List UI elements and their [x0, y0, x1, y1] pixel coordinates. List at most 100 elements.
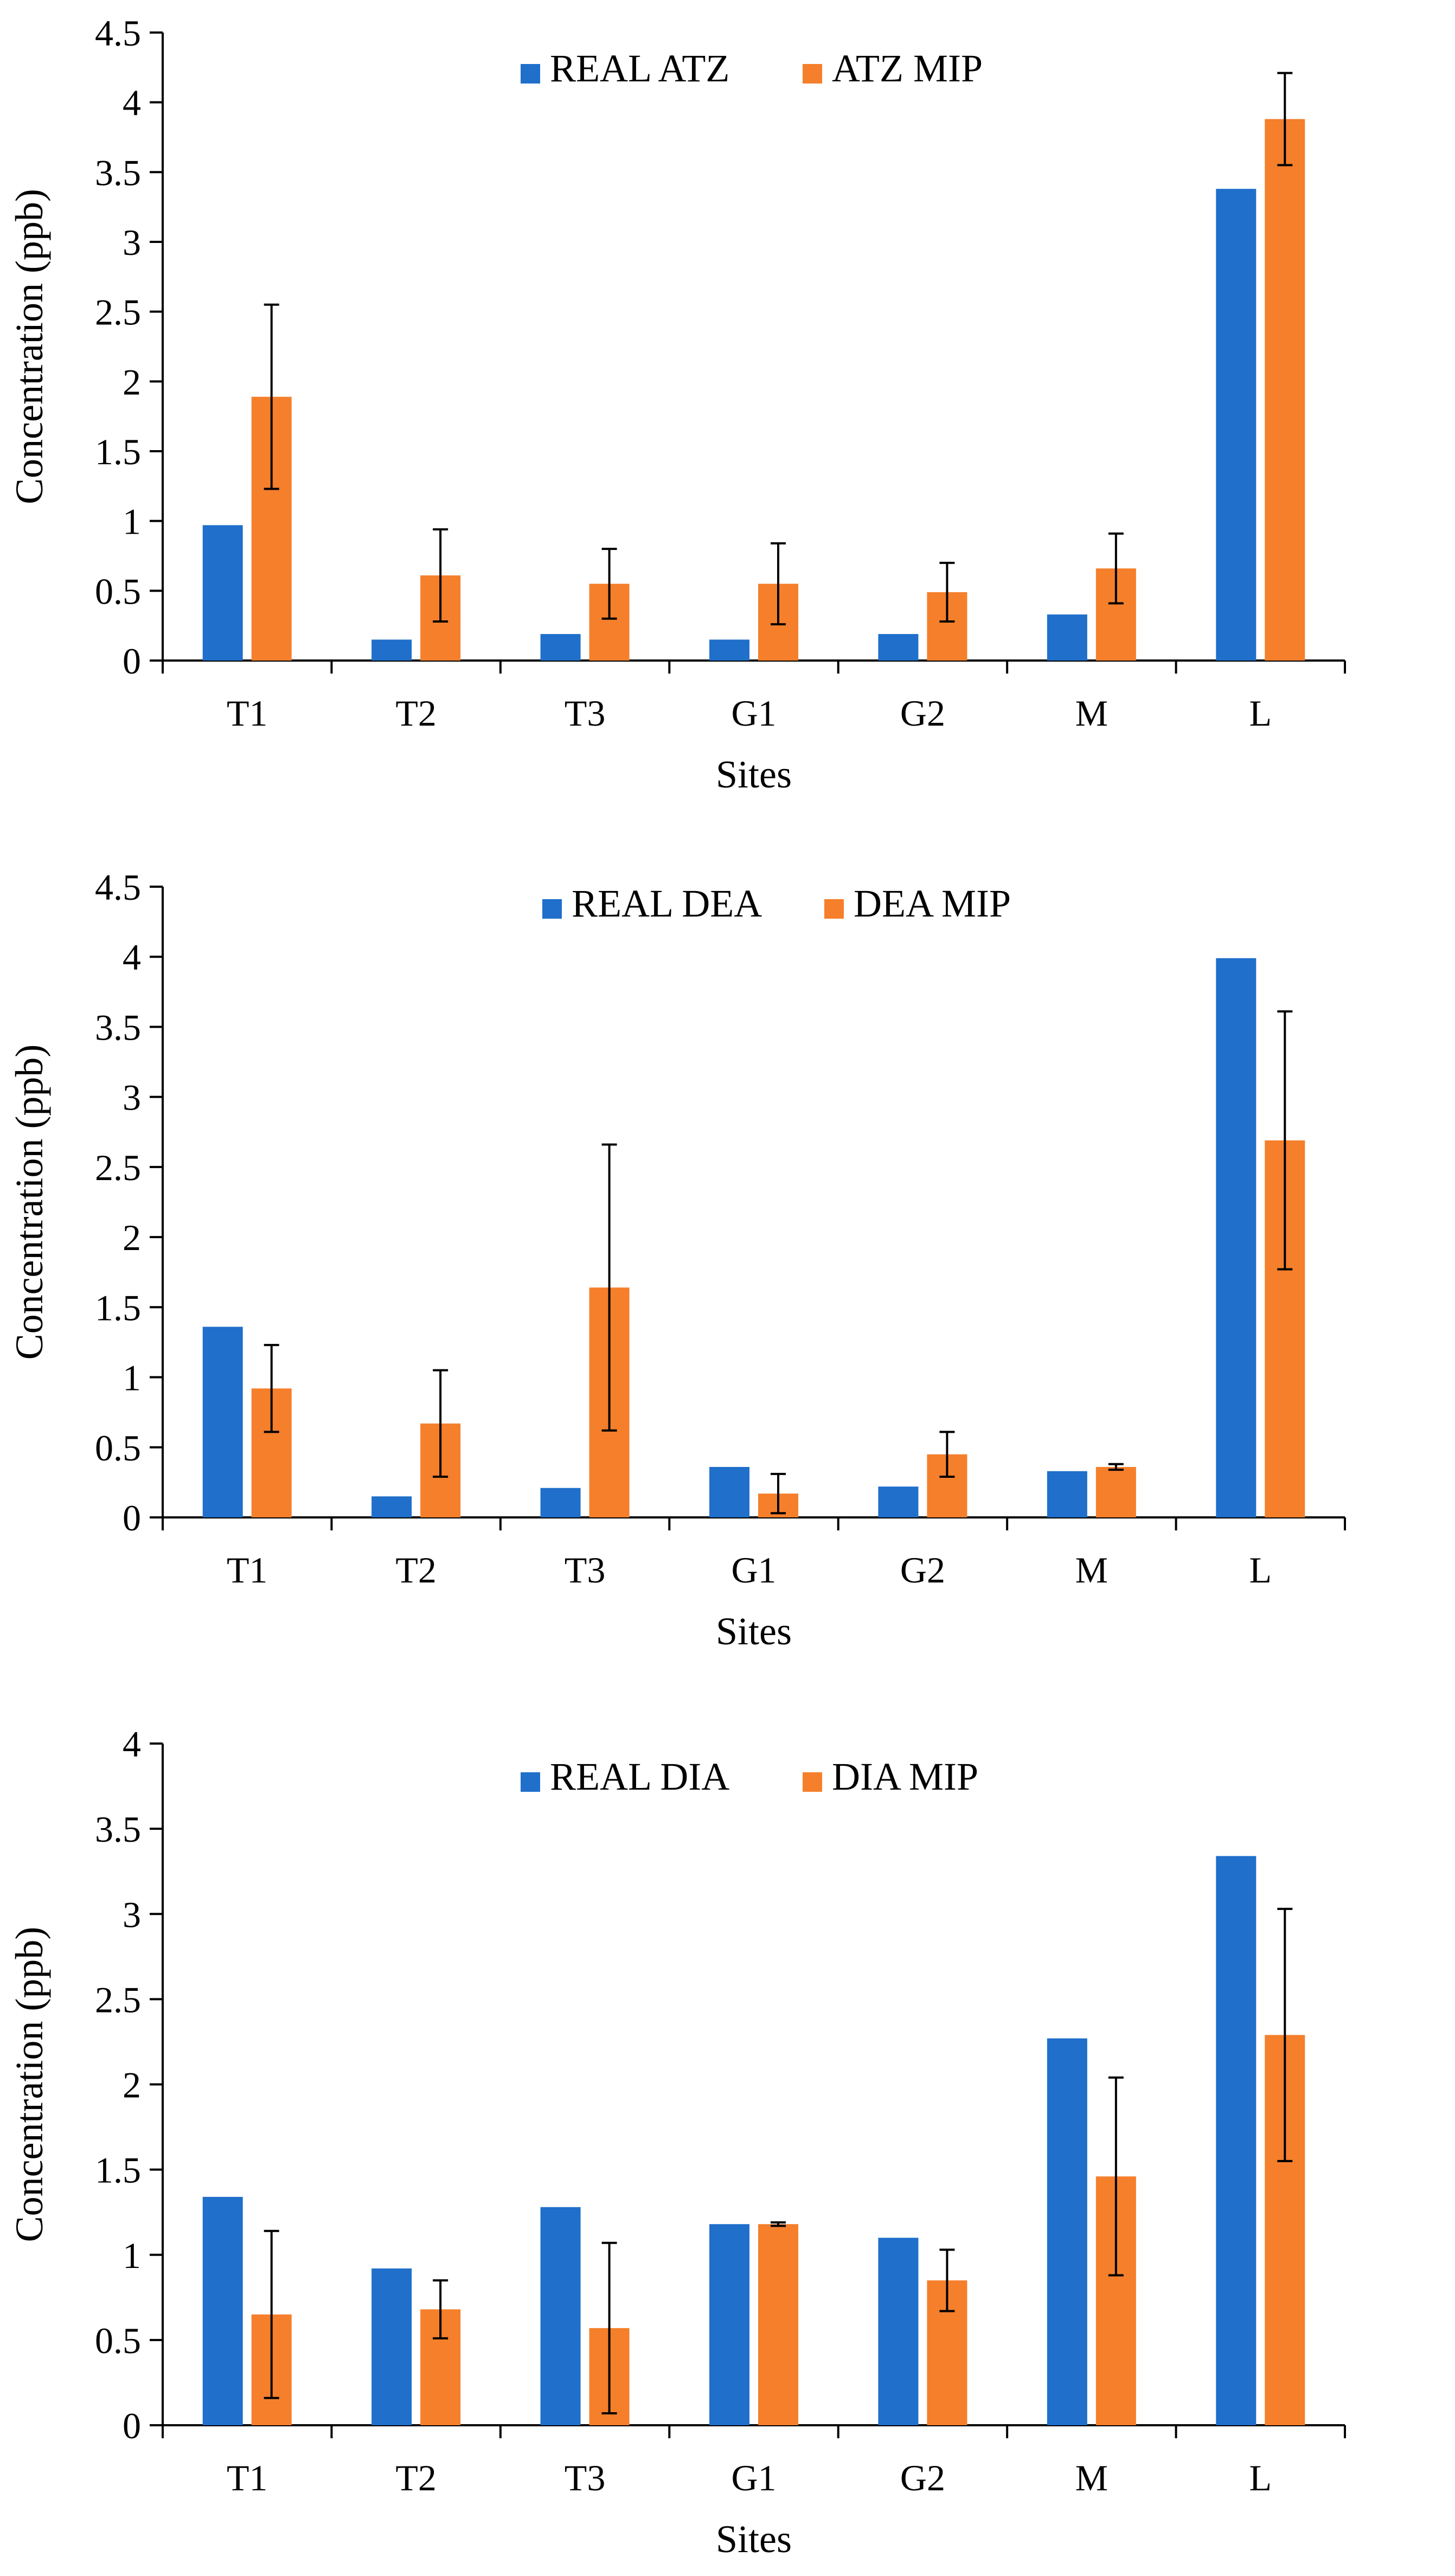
- error-bar: [1277, 72, 1293, 166]
- error-bar: [601, 2241, 617, 2415]
- bar-real-dia-t1[interactable]: [202, 2196, 243, 2425]
- x-tick-label: L: [1249, 693, 1272, 734]
- bar-real-dia-t3[interactable]: [540, 2207, 581, 2425]
- legend: REAL DIA DIA MIP: [521, 1755, 978, 1798]
- error-bar: [939, 2248, 955, 2312]
- y-tick-label: 2.5: [95, 292, 141, 333]
- legend: REAL DEA DEA MIP: [542, 882, 1011, 925]
- bar-real-atz-g1[interactable]: [709, 639, 749, 661]
- error-bar: [939, 561, 955, 623]
- x-axis-title: Sites: [716, 1610, 792, 1653]
- bar-real-atz-t2[interactable]: [371, 639, 412, 661]
- error-bar: [1277, 1907, 1293, 2162]
- y-tick-label: 1.5: [95, 2150, 141, 2191]
- bar-real-atz-l[interactable]: [1216, 189, 1257, 661]
- y-tick-label: 3: [123, 1894, 141, 1935]
- y-tick-label: 3: [123, 1077, 141, 1118]
- bar-real-dea-g2[interactable]: [878, 1486, 919, 1517]
- bar-real-dia-g2[interactable]: [878, 2238, 919, 2425]
- bar-real-dea-t2[interactable]: [371, 1496, 412, 1517]
- chart-1: 0 0.5 1 1.5 2 2.5 3 3.5 4 4.5 T1 T2 T3 G1 G2 M L REAL ATZ…: [8, 12, 1346, 796]
- error-bar: [433, 1369, 448, 1478]
- y-tick-label: 1: [123, 1357, 141, 1399]
- x-tick-label: T1: [227, 1549, 268, 1591]
- y-tick-label: 1: [123, 501, 141, 542]
- x-tick-label: G2: [900, 693, 945, 734]
- error-bar: [1277, 1010, 1293, 1271]
- x-tick-label: G2: [900, 1549, 945, 1591]
- y-tick-label: 1.5: [95, 431, 141, 472]
- bar-real-dia-m[interactable]: [1047, 2038, 1087, 2425]
- bar-real-dia-l[interactable]: [1216, 1856, 1257, 2425]
- x-tick-label: M: [1075, 2457, 1108, 2498]
- y-tick-label: 2.5: [95, 1147, 141, 1188]
- legend-swatch: [521, 1772, 540, 1792]
- bar-real-dia-g1[interactable]: [709, 2224, 749, 2425]
- y-tick-label: 1: [123, 2235, 141, 2276]
- x-tick-label: T2: [395, 2457, 437, 2498]
- error-bar: [601, 548, 617, 620]
- bar-real-dea-m[interactable]: [1047, 1471, 1087, 1517]
- x-tick-label: T3: [565, 2457, 606, 2498]
- bar-dia-mip-g1[interactable]: [758, 2224, 798, 2425]
- error-bar: [771, 1472, 786, 1515]
- x-tick-label: T1: [227, 2457, 268, 2498]
- legend-swatch: [542, 899, 562, 919]
- x-tick-label: G1: [731, 1549, 776, 1591]
- bar-real-dia-t2[interactable]: [371, 2268, 412, 2425]
- y-tick-label: 4: [123, 1723, 141, 1765]
- y-tick-label: 0: [123, 640, 141, 682]
- bar-real-dea-t1[interactable]: [202, 1327, 243, 1517]
- legend-label: ATZ MIP: [832, 47, 983, 90]
- bar-real-dea-g1[interactable]: [709, 1466, 749, 1517]
- legend-label: REAL DIA: [550, 1755, 729, 1798]
- bar-real-atz-g2[interactable]: [878, 634, 919, 661]
- bar-real-atz-t1[interactable]: [202, 525, 243, 661]
- error-bar: [264, 1344, 279, 1433]
- error-bar: [264, 303, 279, 490]
- bar-atz-mip-l[interactable]: [1265, 119, 1305, 661]
- error-bar: [601, 1143, 617, 1432]
- y-tick-label: 4: [123, 82, 141, 124]
- x-tick-label: T1: [227, 693, 268, 734]
- y-tick-label: 1.5: [95, 1287, 141, 1328]
- x-tick-label: T3: [565, 693, 606, 734]
- bar-real-atz-t3[interactable]: [540, 634, 581, 661]
- x-tick-label: T2: [395, 1549, 437, 1591]
- y-tick-label: 2: [123, 1217, 141, 1258]
- legend-label: DIA MIP: [832, 1755, 978, 1798]
- y-tick-label: 0: [123, 1497, 141, 1539]
- x-axis-title: Sites: [716, 2517, 792, 2561]
- error-bar: [1108, 532, 1124, 605]
- legend: REAL ATZ ATZ MIP: [521, 47, 983, 90]
- error-bar: [771, 2221, 786, 2227]
- y-tick-label: 2: [123, 2065, 141, 2106]
- x-tick-label: G1: [731, 2457, 776, 2498]
- x-tick-label: M: [1075, 1549, 1108, 1591]
- y-tick-label: 4.5: [95, 12, 141, 54]
- x-tick-label: T3: [565, 1549, 606, 1591]
- bar-real-dea-t3[interactable]: [540, 1488, 581, 1517]
- legend-swatch: [824, 899, 844, 919]
- y-tick-label: 3.5: [95, 1809, 141, 1850]
- y-axis-title: Concentration (ppb): [8, 1927, 51, 2242]
- y-tick-label: 0.5: [95, 1427, 141, 1469]
- error-bar: [939, 1431, 955, 1478]
- y-tick-label: 0.5: [95, 2320, 141, 2361]
- bar-real-atz-m[interactable]: [1047, 614, 1087, 661]
- chart-2: 0 0.5 1 1.5 2 2.5 3 3.5 4 4.5 T1 T2 T3 G1 G2 M L REAL DEA…: [8, 867, 1346, 1653]
- error-bar: [771, 542, 786, 626]
- y-axis-title: Concentration (ppb): [8, 1045, 51, 1360]
- y-tick-label: 3: [123, 222, 141, 263]
- x-tick-label: L: [1249, 2457, 1272, 2498]
- y-tick-label: 4.5: [95, 867, 141, 908]
- x-tick-label: L: [1249, 1549, 1272, 1591]
- error-bar: [1108, 2076, 1124, 2277]
- bar-real-dea-l[interactable]: [1216, 958, 1257, 1517]
- x-tick-label: G1: [731, 693, 776, 734]
- error-bar: [433, 528, 448, 623]
- y-tick-label: 2.5: [95, 1979, 141, 2020]
- bar-dea-mip-m[interactable]: [1095, 1466, 1136, 1517]
